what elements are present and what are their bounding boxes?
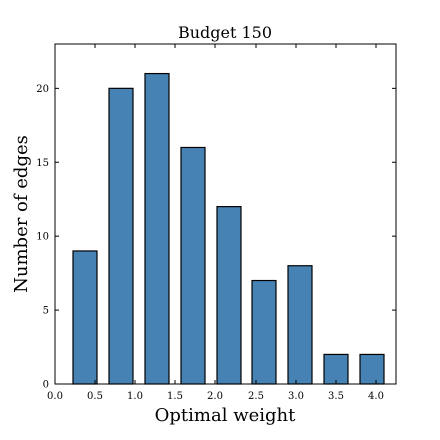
- y-tick-label: 15: [36, 158, 49, 169]
- x-tick-label: 4.0: [368, 391, 384, 402]
- x-tick-label: 0.0: [47, 391, 63, 402]
- chart-title: Budget 150: [178, 23, 272, 42]
- y-tick-label: 5: [43, 306, 49, 317]
- x-axis-label: Optimal weight: [155, 405, 296, 426]
- y-axis-ticks: 0 5 10 15 20: [36, 84, 396, 391]
- bar-5: [251, 279, 277, 385]
- x-tick-label: 1.0: [127, 391, 143, 402]
- y-axis-label: Number of edges: [11, 135, 32, 293]
- x-tick-label: 2.5: [248, 391, 264, 402]
- bar-1: [108, 87, 134, 385]
- x-tick-label: 0.5: [87, 391, 103, 402]
- bar-4: [216, 206, 242, 385]
- x-tick-label: 3.5: [328, 391, 344, 402]
- x-tick-label: 2.0: [207, 391, 223, 402]
- x-tick-label: 1.5: [167, 391, 183, 402]
- x-tick-label: 3.0: [288, 391, 304, 402]
- y-tick-label: 10: [36, 232, 49, 243]
- bar-0: [72, 250, 98, 385]
- bar-8: [359, 353, 385, 385]
- bar-7: [323, 353, 349, 385]
- bar-6: [287, 265, 313, 385]
- y-tick-label: 20: [36, 84, 49, 95]
- bars-layer: [72, 72, 385, 385]
- bar-2: [144, 72, 170, 385]
- bar-3: [180, 146, 206, 385]
- x-axis-ticks: 0.0 0.5 1.0 1.5 2.0 2.5 3.0 3.5 4.0: [47, 44, 384, 402]
- y-tick-label: 0: [43, 380, 49, 391]
